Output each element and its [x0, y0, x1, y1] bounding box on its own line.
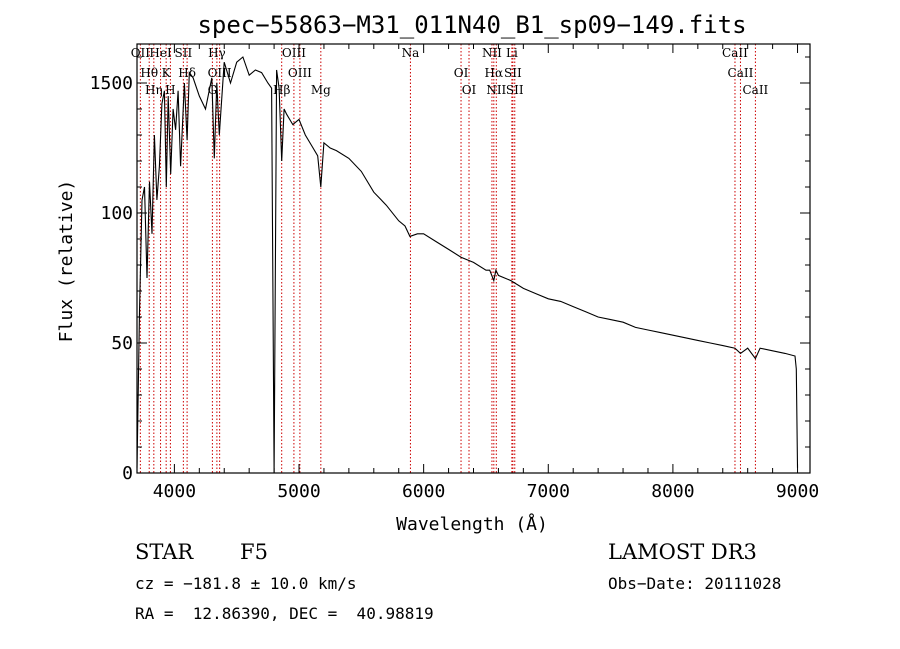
spectrum-line	[136, 56, 799, 474]
y-axis-ticks: 0 50 100 1500	[90, 56, 810, 484]
spectral-line-label: NII	[482, 46, 502, 60]
spectral-line-label: OI	[462, 83, 477, 97]
spectral-line-label: K	[162, 66, 172, 80]
spectral-line-label: CaII	[742, 83, 768, 97]
spectral-line-label: SII	[506, 83, 524, 97]
spectral-line-markers	[139, 44, 756, 473]
chart-title: spec−55863−M31_011N40_B1_sp09−149.fits	[197, 11, 746, 39]
spectral-line-label: CaII	[722, 46, 748, 60]
spectral-line-label: Hθ	[140, 66, 158, 80]
x-axis-label: Wavelength (Å)	[396, 513, 548, 535]
object-class: STAR	[135, 540, 194, 564]
spectral-line-label: OI	[454, 66, 469, 80]
spectral-line-label: Hα	[485, 66, 504, 80]
spectral-line-label: Hη	[145, 83, 163, 97]
spectral-line-label: Li	[506, 46, 518, 60]
y-tick-label: 0	[122, 463, 133, 484]
spectral-line-label: OII	[131, 46, 151, 60]
observation-date: Obs−Date: 20111028	[608, 574, 782, 593]
spectral-line-label: Na	[402, 46, 420, 60]
spectral-line-label: SII	[175, 46, 193, 60]
x-tick-label: 7000	[527, 481, 570, 502]
x-tick-label: 6000	[402, 481, 445, 502]
y-tick-label: 1500	[90, 73, 133, 94]
y-axis-label: Flux (relative)	[56, 180, 77, 343]
redshift-velocity: cz = −181.8 ± 10.0 km/s	[135, 574, 357, 593]
spectral-line-label: CaII	[728, 66, 754, 80]
coordinates: RA = 12.86390, DEC = 40.98819	[135, 604, 434, 623]
spectral-line-label: SII	[504, 66, 522, 80]
y-tick-label: 100	[100, 203, 133, 224]
spectral-line-label: H	[165, 83, 175, 97]
spectral-line-label: OIII	[288, 66, 312, 80]
spectral-line-label: HeI	[149, 46, 172, 60]
x-tick-label: 4000	[153, 481, 196, 502]
x-tick-label: 5000	[277, 481, 320, 502]
x-tick-label: 8000	[651, 481, 694, 502]
object-subclass: F5	[240, 540, 268, 564]
x-tick-label: 9000	[776, 481, 819, 502]
spectral-line-label: Hβ	[273, 83, 290, 97]
spectral-line-label: Mg	[311, 83, 331, 97]
spectral-line-labels: OIIHθHηHeIKHSIIHδGHγOIIIHβOIIIOIIIMgNaOI…	[131, 46, 769, 97]
plot-frame	[136, 43, 811, 474]
spectral-line-label: NII	[486, 83, 506, 97]
y-tick-label: 50	[111, 333, 133, 354]
survey-name: LAMOST DR3	[608, 540, 757, 564]
spectral-line-label: Hγ	[208, 46, 226, 60]
x-axis-ticks: 4000 5000 6000 7000 8000 9000	[153, 44, 819, 502]
spectral-line-label: OIII	[282, 46, 306, 60]
